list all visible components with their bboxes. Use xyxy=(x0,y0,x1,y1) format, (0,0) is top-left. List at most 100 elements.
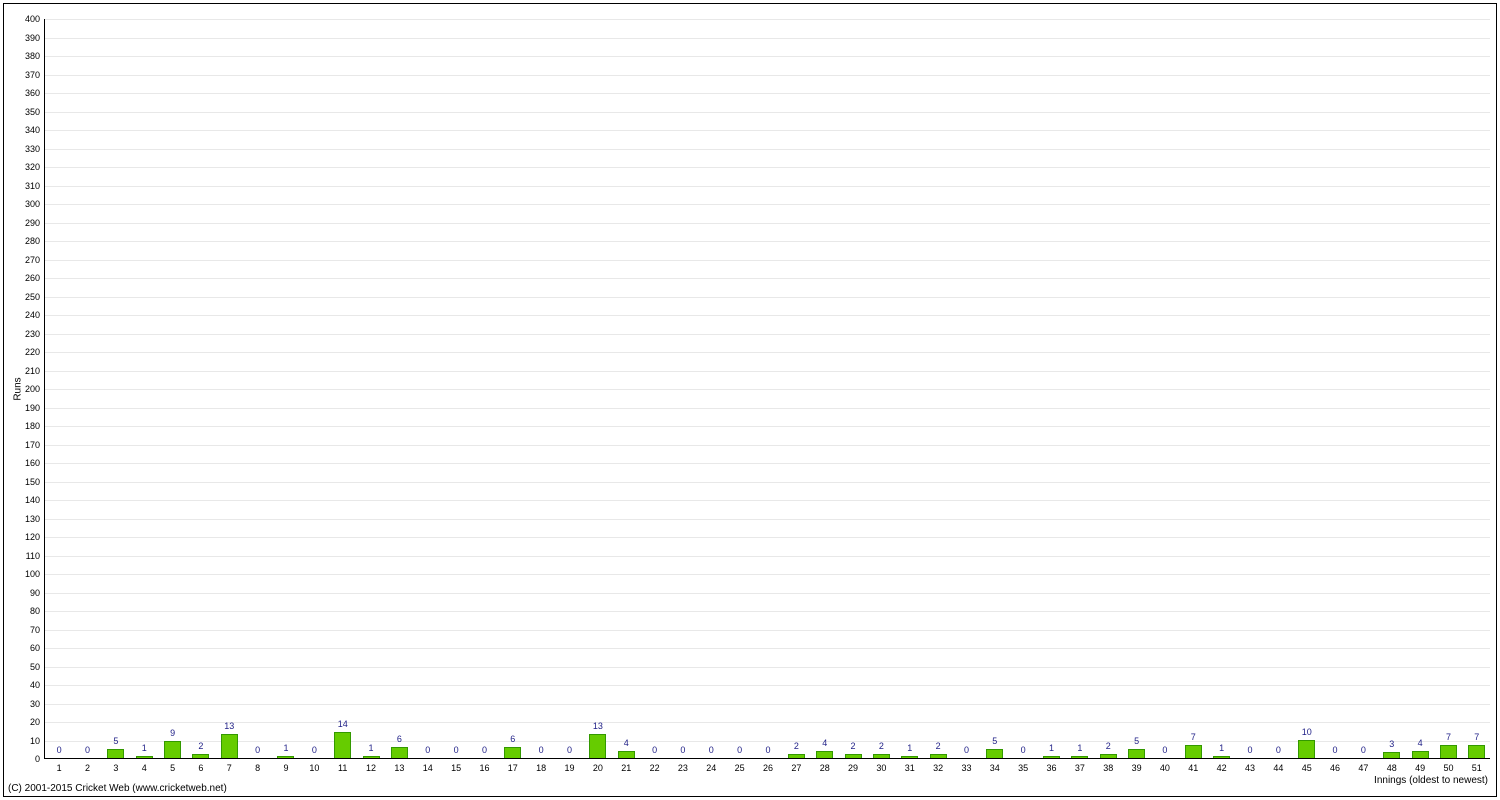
bar xyxy=(363,756,380,758)
gridline xyxy=(45,445,1490,446)
bar-value-label: 3 xyxy=(1389,739,1394,749)
bar-value-label: 4 xyxy=(624,738,629,748)
bar-value-label: 4 xyxy=(1418,738,1423,748)
gridline xyxy=(45,500,1490,501)
copyright-text: (C) 2001-2015 Cricket Web (www.cricketwe… xyxy=(8,783,227,794)
bar-value-label: 2 xyxy=(851,741,856,751)
y-tick-label: 280 xyxy=(25,236,40,246)
bar xyxy=(618,751,635,758)
gridline xyxy=(45,278,1490,279)
bar-value-label: 0 xyxy=(482,745,487,755)
bar xyxy=(391,747,408,758)
x-tick-label: 8 xyxy=(255,763,260,773)
bar-value-label: 0 xyxy=(312,745,317,755)
x-axis-title: Innings (oldest to newest) xyxy=(1374,775,1488,786)
bar-value-label: 7 xyxy=(1191,732,1196,742)
bar xyxy=(1468,745,1485,758)
y-tick-label: 250 xyxy=(25,292,40,302)
x-tick-label: 32 xyxy=(933,763,943,773)
x-tick-label: 31 xyxy=(905,763,915,773)
bar xyxy=(873,754,890,758)
bar xyxy=(1128,749,1145,758)
bar-value-label: 13 xyxy=(593,721,603,731)
y-tick-label: 60 xyxy=(30,643,40,653)
x-tick-label: 6 xyxy=(198,763,203,773)
x-tick-label: 18 xyxy=(536,763,546,773)
y-tick-label: 70 xyxy=(30,625,40,635)
y-tick-label: 320 xyxy=(25,162,40,172)
gridline xyxy=(45,556,1490,557)
y-tick-label: 260 xyxy=(25,273,40,283)
gridline xyxy=(45,167,1490,168)
y-tick-label: 350 xyxy=(25,107,40,117)
bar-value-label: 0 xyxy=(1333,745,1338,755)
bar xyxy=(1383,752,1400,758)
bar-value-label: 10 xyxy=(1302,727,1312,737)
gridline xyxy=(45,334,1490,335)
x-tick-label: 41 xyxy=(1188,763,1198,773)
gridline xyxy=(45,704,1490,705)
y-tick-label: 270 xyxy=(25,255,40,265)
x-tick-label: 46 xyxy=(1330,763,1340,773)
x-tick-label: 15 xyxy=(451,763,461,773)
bar-value-label: 0 xyxy=(255,745,260,755)
x-tick-label: 23 xyxy=(678,763,688,773)
x-tick-label: 17 xyxy=(508,763,518,773)
bar-value-label: 1 xyxy=(1077,743,1082,753)
gridline xyxy=(45,408,1490,409)
gridline xyxy=(45,352,1490,353)
bar-value-label: 0 xyxy=(1162,745,1167,755)
bar xyxy=(1440,745,1457,758)
bar-value-label: 0 xyxy=(652,745,657,755)
gridline xyxy=(45,186,1490,187)
bar-value-label: 1 xyxy=(907,743,912,753)
x-tick-label: 22 xyxy=(650,763,660,773)
y-tick-label: 380 xyxy=(25,51,40,61)
y-tick-label: 330 xyxy=(25,144,40,154)
x-tick-label: 3 xyxy=(113,763,118,773)
y-tick-label: 240 xyxy=(25,310,40,320)
y-tick-label: 160 xyxy=(25,458,40,468)
x-tick-label: 13 xyxy=(394,763,404,773)
x-tick-label: 10 xyxy=(309,763,319,773)
gridline xyxy=(45,611,1490,612)
x-tick-label: 27 xyxy=(791,763,801,773)
y-tick-label: 120 xyxy=(25,532,40,542)
y-tick-label: 360 xyxy=(25,88,40,98)
y-tick-label: 180 xyxy=(25,421,40,431)
gridline xyxy=(45,371,1490,372)
y-tick-label: 190 xyxy=(25,403,40,413)
x-tick-label: 11 xyxy=(338,763,347,773)
bar-value-label: 9 xyxy=(170,728,175,738)
y-tick-label: 200 xyxy=(25,384,40,394)
y-tick-label: 220 xyxy=(25,347,40,357)
x-tick-label: 42 xyxy=(1217,763,1227,773)
x-tick-label: 43 xyxy=(1245,763,1255,773)
bar-value-label: 0 xyxy=(1276,745,1281,755)
gridline xyxy=(45,93,1490,94)
y-tick-label: 370 xyxy=(25,70,40,80)
bar-value-label: 1 xyxy=(142,743,147,753)
gridline xyxy=(45,56,1490,57)
bar xyxy=(1100,754,1117,758)
x-tick-label: 50 xyxy=(1443,763,1453,773)
bar xyxy=(788,754,805,758)
x-tick-label: 28 xyxy=(820,763,830,773)
y-tick-label: 100 xyxy=(25,569,40,579)
bar xyxy=(816,751,833,758)
bar-value-label: 2 xyxy=(794,741,799,751)
bar xyxy=(192,754,209,758)
gridline xyxy=(45,630,1490,631)
bar-value-label: 0 xyxy=(680,745,685,755)
gridline xyxy=(45,130,1490,131)
y-tick-label: 210 xyxy=(25,366,40,376)
gridline xyxy=(45,204,1490,205)
y-tick-label: 310 xyxy=(25,181,40,191)
bar-value-label: 0 xyxy=(737,745,742,755)
x-tick-label: 12 xyxy=(366,763,376,773)
bar xyxy=(901,756,918,758)
x-tick-label: 25 xyxy=(735,763,745,773)
bar xyxy=(164,741,181,758)
bar-value-label: 6 xyxy=(397,734,402,744)
gridline xyxy=(45,648,1490,649)
